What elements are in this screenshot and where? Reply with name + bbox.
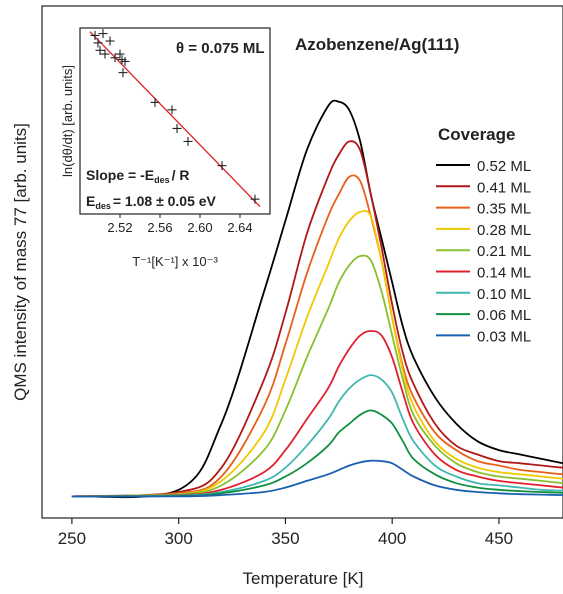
legend-label-8: 0.03 ML: [477, 328, 531, 345]
x-tick-label-0: 250: [58, 529, 86, 548]
inset-coverage-label: θ = 0.075 ML: [176, 40, 265, 57]
x-tick-label-4: 450: [485, 529, 513, 548]
inset-slope-subscript: des: [154, 175, 170, 185]
inset-energy-value: = 1.08 ± 0.05 eV: [113, 193, 217, 209]
main-plot-frame: [41, 5, 563, 519]
inset-point-12: [167, 105, 177, 115]
inset-point-14: [183, 136, 193, 146]
inset-fit-group: [89, 31, 261, 208]
inset-point-1: [93, 38, 103, 48]
legend-label-7: 0.06 ML: [477, 307, 531, 324]
legend-label-5: 0.14 ML: [477, 265, 531, 282]
inset-point-5: [105, 36, 115, 46]
inset-energy-subscript: des: [95, 201, 111, 211]
legend-title: Coverage: [438, 125, 515, 144]
series-line-4: [71, 254, 563, 498]
legend-label-2: 0.35 ML: [477, 201, 531, 218]
inset-slope-annotation: Slope = -Edes / R: [86, 167, 189, 185]
inset-y-axis-label: ln(dθ/dt) [arb. units]: [60, 65, 75, 177]
series-line-5: [71, 330, 563, 498]
inset-x-tick-label-0: 2.52: [107, 220, 132, 235]
inset-point-7: [115, 49, 125, 59]
series-line-8: [71, 459, 563, 498]
inset-x-ticks: 2.52 2.56 2.60 2.64: [107, 214, 253, 235]
legend-label-0: 0.52 ML: [477, 158, 531, 175]
inset-points-group: [90, 29, 260, 204]
x-tick-label-1: 300: [164, 529, 192, 548]
main-x-ticks: 250 300 350 400 450: [58, 518, 513, 548]
main-title: Azobenzene/Ag(111): [295, 35, 459, 54]
main-x-axis-label: Temperature [K]: [243, 569, 364, 588]
inset-point-0: [90, 30, 100, 40]
inset-energy-prefix: E: [86, 193, 95, 209]
series-line-7: [71, 409, 563, 498]
series-line-6: [71, 374, 563, 498]
inset-slope-tail: / R: [172, 167, 190, 183]
inset-x-axis-label: T⁻¹[K⁻¹] x 10⁻³: [132, 254, 218, 269]
series-line-3: [71, 209, 563, 498]
legend-label-4: 0.21 ML: [477, 243, 531, 260]
inset-point-13: [172, 123, 182, 133]
inset-point-11: [150, 97, 160, 107]
x-tick-label-2: 350: [271, 529, 299, 548]
legend-label-3: 0.28 ML: [477, 222, 531, 239]
series-line-1: [71, 140, 563, 498]
inset-x-tick-label-1: 2.56: [147, 220, 172, 235]
inset-background: [79, 27, 271, 215]
inset-point-10: [120, 56, 130, 66]
inset-slope-text: Slope = -E: [86, 167, 154, 183]
inset-fit-line: [89, 31, 261, 208]
main-y-axis-label: QMS intensity of mass 77 [arb. units]: [11, 123, 30, 401]
legend: 0.52 ML 0.41 ML 0.35 ML 0.28 ML 0.21 ML 0.14 …: [436, 158, 531, 345]
legend-label-6: 0.10 ML: [477, 286, 531, 303]
inset-point-2: [95, 45, 105, 55]
inset-point-4: [100, 49, 110, 59]
inset-x-tick-label-2: 2.60: [187, 220, 212, 235]
inset-x-tick-label-3: 2.64: [227, 220, 252, 235]
inset-point-3: [98, 29, 108, 39]
inset-energy-annotation: Edes = 1.08 ± 0.05 eV: [86, 193, 217, 211]
inset-point-9: [118, 68, 128, 78]
inset-point-6: [110, 53, 120, 63]
main-series-group: [71, 99, 563, 499]
x-tick-label-3: 400: [378, 529, 406, 548]
legend-label-1: 0.41 ML: [477, 179, 531, 196]
inset-point-15: [217, 161, 227, 171]
inset-point-16: [250, 194, 260, 204]
